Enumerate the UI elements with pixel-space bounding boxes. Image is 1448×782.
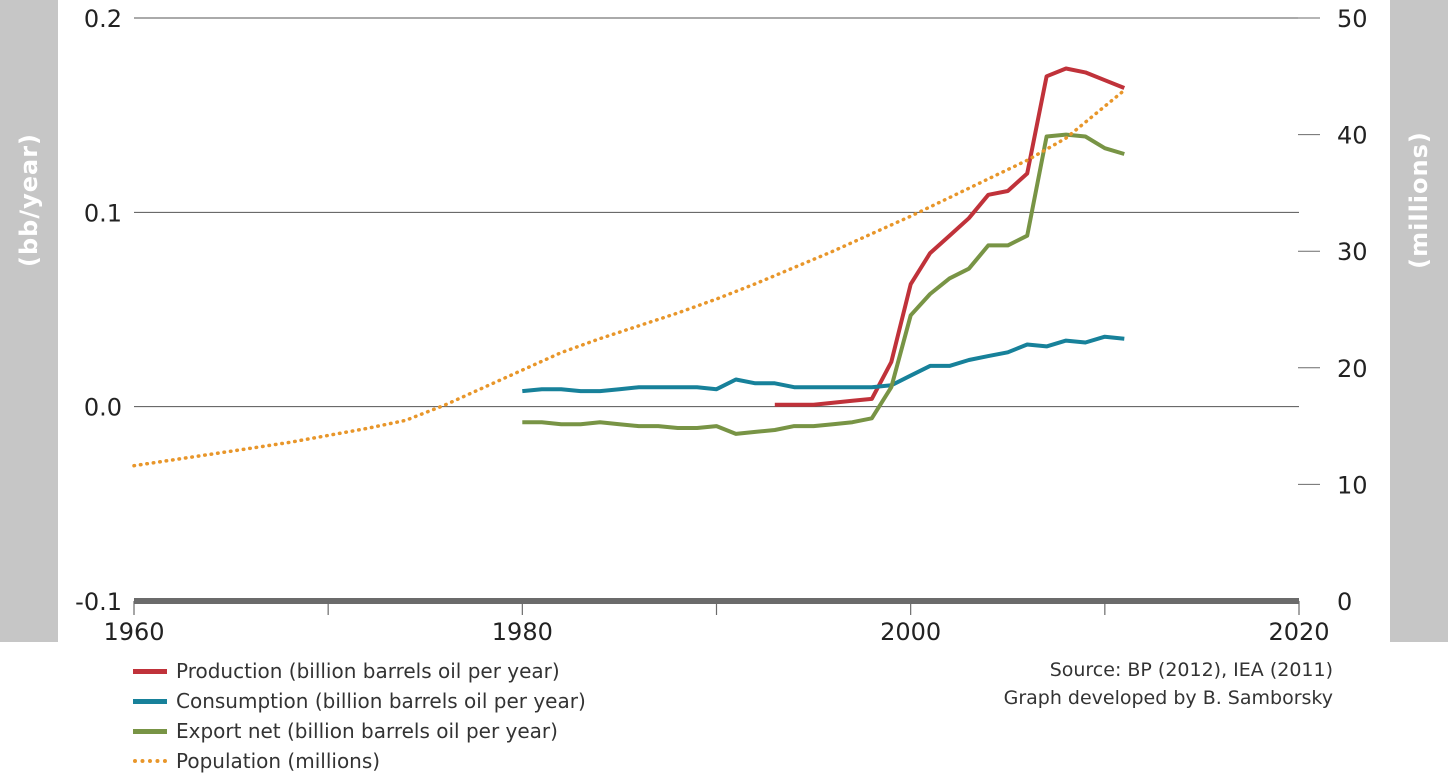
series-line-consumption — [522, 334, 1125, 394]
legend-item-export: Export net (billion barrels oil per year… — [133, 716, 586, 746]
legend-label-consumption: Consumption (billion barrels oil per yea… — [176, 689, 586, 713]
series-line-population — [132, 88, 1127, 468]
right-axis-tick-label: 20 — [1337, 355, 1368, 383]
right-axis-band: (millions) — [1390, 0, 1448, 642]
consumption-swatch — [133, 698, 167, 704]
source-note: Source: BP (2012), IEA (2011) Graph deve… — [1004, 656, 1333, 712]
legend: Production (billion barrels oil per year… — [133, 656, 586, 776]
production-swatch — [133, 668, 167, 674]
legend-label-population: Population (millions) — [176, 749, 381, 773]
left-axis-tick-label: 0.0 — [84, 394, 122, 422]
oil-population-chart: 0.2 0.1 0.0 -0.1 50 40 30 20 10 0 1960 1980 2000 2020 — [75, 5, 1368, 646]
x-axis-tick-label: 2020 — [1268, 618, 1329, 646]
right-axis-tick-label: 10 — [1337, 471, 1368, 499]
legend-label-export: Export net (billion barrels oil per year… — [176, 719, 558, 743]
series-line-production — [774, 66, 1126, 407]
left-axis-tick-label: -0.1 — [75, 588, 122, 616]
x-axis-tick-label: 1980 — [492, 618, 553, 646]
left-axis-tick-label: 0.2 — [84, 5, 122, 33]
right-axis-tick-label: 40 — [1337, 122, 1368, 150]
right-axis-tick-label: 30 — [1337, 238, 1368, 266]
x-axis-tick-label: 1960 — [103, 618, 164, 646]
left-axis-band: (bb/year) — [0, 0, 58, 642]
credit-line: Graph developed by B. Samborsky — [1003, 687, 1333, 709]
source-line: Source: BP (2012), IEA (2011) — [1049, 659, 1333, 681]
right-axis-tick-label: 50 — [1337, 5, 1368, 33]
x-axis-tick-label: 2000 — [880, 618, 941, 646]
series-line-export — [522, 132, 1125, 436]
legend-item-population: Population (millions) — [133, 746, 586, 776]
legend-item-consumption: Consumption (billion barrels oil per yea… — [133, 686, 586, 716]
left-axis-tick-label: 0.1 — [84, 199, 122, 227]
population-swatch — [133, 759, 167, 763]
legend-label-production: Production (billion barrels oil per year… — [176, 659, 560, 683]
right-axis-tick-label: 0 — [1337, 588, 1352, 616]
legend-item-production: Production (billion barrels oil per year… — [133, 656, 586, 686]
export-swatch — [133, 728, 167, 734]
